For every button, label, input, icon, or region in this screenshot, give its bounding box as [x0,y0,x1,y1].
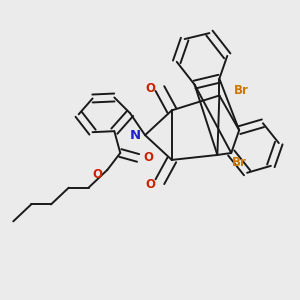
Text: N: N [130,129,141,142]
Text: O: O [143,152,153,164]
Text: Br: Br [234,84,249,97]
Text: Br: Br [232,156,247,170]
Text: O: O [92,168,103,181]
Text: O: O [145,178,155,191]
Text: O: O [145,82,155,95]
